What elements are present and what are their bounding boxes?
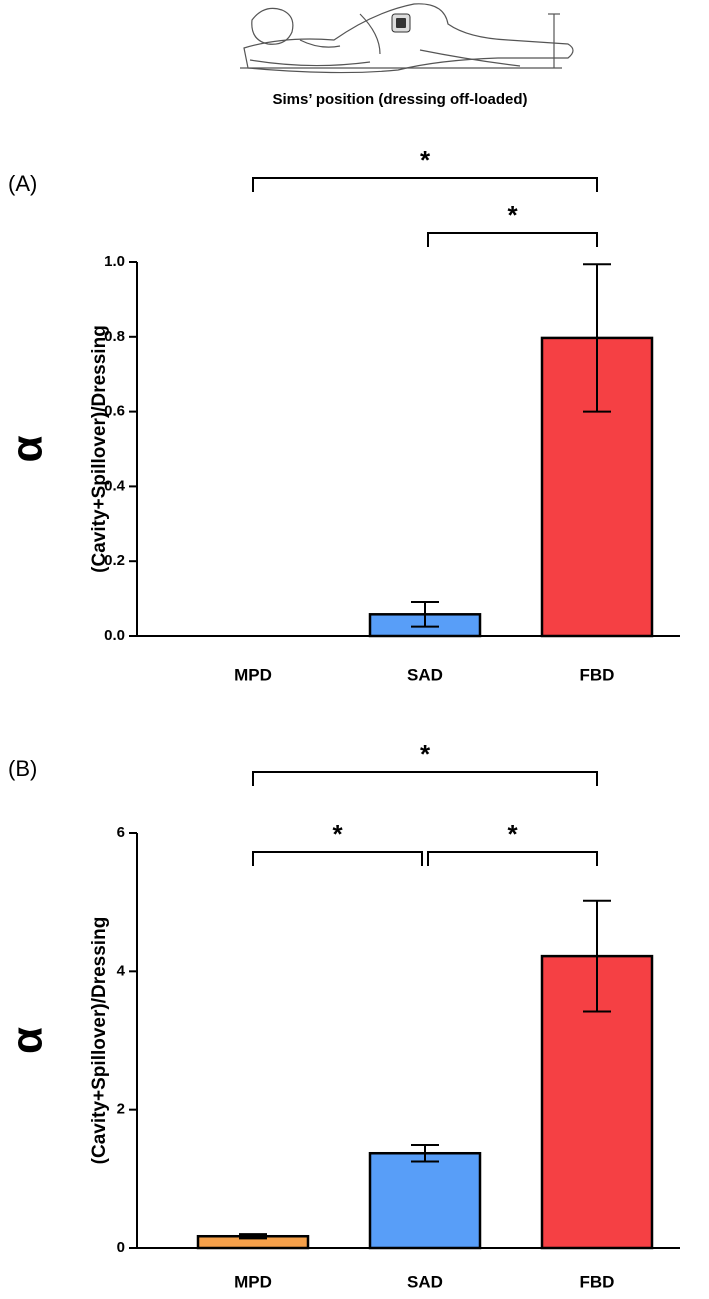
x-tick-label: FBD xyxy=(580,1272,615,1291)
y-tick-label: 0.6 xyxy=(104,403,125,420)
x-tick-label: MPD xyxy=(234,1272,272,1291)
significance-star: * xyxy=(332,819,343,849)
dressing-icon-core xyxy=(396,18,406,28)
y-tick-label: 4 xyxy=(117,962,126,979)
significance-bracket xyxy=(427,851,598,866)
significance-bracket xyxy=(427,232,598,247)
x-tick-label: SAD xyxy=(407,1272,443,1291)
alpha-label: α xyxy=(3,435,52,462)
significance-star: * xyxy=(420,739,431,769)
y-tick-label: 6 xyxy=(117,824,125,841)
significance-star: * xyxy=(507,819,518,849)
significance-bracket xyxy=(252,851,423,866)
significance-bracket xyxy=(252,177,598,192)
y-tick-label: 0.2 xyxy=(104,552,125,569)
y-axis-label: (Cavity+Spillover)/Dressing xyxy=(89,325,110,573)
caption: Sims’ position (dressing off-loaded) xyxy=(272,91,527,108)
y-tick-label: 1.0 xyxy=(104,253,125,270)
panel-label: (B) xyxy=(8,756,37,781)
significance-star: * xyxy=(420,145,431,175)
head xyxy=(251,7,294,45)
x-tick-label: SAD xyxy=(407,665,443,684)
x-tick-label: MPD xyxy=(234,665,272,684)
y-tick-label: 0.4 xyxy=(104,477,126,494)
y-tick-label: 0.8 xyxy=(104,328,125,345)
y-tick-label: 0 xyxy=(117,1239,125,1256)
y-tick-label: 0.0 xyxy=(104,627,125,644)
y-axis-label: (Cavity+Spillover)/Dressing xyxy=(89,917,110,1165)
y-tick-label: 2 xyxy=(117,1101,125,1118)
body xyxy=(243,3,574,74)
alpha-label: α xyxy=(3,1027,52,1054)
illustration xyxy=(240,2,574,78)
bar xyxy=(368,1151,482,1250)
significance-bracket xyxy=(252,771,598,786)
x-tick-label: FBD xyxy=(580,665,615,684)
limbs xyxy=(249,13,521,67)
significance-star: * xyxy=(507,200,518,230)
panel-label: (A) xyxy=(8,171,37,196)
